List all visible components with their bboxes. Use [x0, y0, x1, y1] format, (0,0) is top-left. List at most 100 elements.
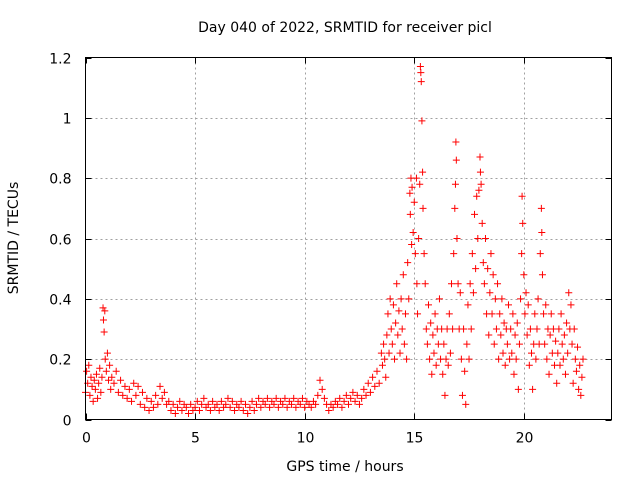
data-point — [296, 400, 304, 408]
data-point — [279, 400, 287, 408]
data-point — [160, 388, 168, 396]
data-point — [518, 250, 526, 258]
data-point — [336, 394, 344, 402]
data-point — [204, 400, 212, 408]
data-point — [515, 340, 523, 348]
data-point — [195, 406, 203, 414]
data-point — [486, 289, 494, 297]
data-point — [439, 370, 447, 378]
data-point — [536, 250, 544, 258]
data-point — [329, 403, 337, 411]
data-point — [577, 391, 585, 399]
data-point — [334, 400, 342, 408]
data-point — [461, 367, 469, 375]
data-point — [400, 340, 408, 348]
data-point — [217, 397, 225, 405]
data-point — [320, 394, 328, 402]
data-point — [440, 340, 448, 348]
data-point — [473, 192, 481, 200]
data-point — [394, 331, 402, 339]
data-point — [547, 310, 555, 318]
data-point — [226, 403, 234, 411]
data-point — [95, 379, 103, 387]
data-point — [191, 403, 199, 411]
data-point — [99, 316, 107, 324]
data-point — [389, 301, 397, 309]
data-point — [522, 289, 530, 297]
data-point — [209, 397, 217, 405]
data-point — [87, 373, 95, 381]
data-point — [444, 361, 452, 369]
data-point — [288, 400, 296, 408]
data-point — [250, 406, 258, 414]
data-point — [476, 168, 484, 176]
data-point — [112, 367, 120, 375]
data-point — [351, 397, 359, 405]
data-point — [228, 397, 236, 405]
data-point — [239, 406, 247, 414]
data-point — [412, 174, 420, 182]
data-point — [560, 331, 568, 339]
data-point — [380, 340, 388, 348]
data-point — [435, 295, 443, 303]
data-point — [526, 325, 534, 333]
data-point — [533, 325, 541, 333]
data-point — [290, 394, 298, 402]
data-point — [514, 385, 522, 393]
data-point — [373, 367, 381, 375]
data-point — [468, 250, 476, 258]
data-point — [534, 295, 542, 303]
data-point — [399, 271, 407, 279]
data-point — [477, 180, 485, 188]
data-point — [424, 301, 432, 309]
data-point — [410, 198, 418, 206]
data-point — [490, 340, 498, 348]
data-point — [481, 235, 489, 242]
data-point — [266, 403, 274, 411]
data-point — [575, 385, 583, 393]
data-point — [377, 349, 385, 357]
data-point — [114, 388, 122, 396]
data-point — [513, 319, 521, 327]
data-point — [138, 388, 146, 396]
data-point — [101, 307, 109, 315]
data-point — [387, 325, 395, 333]
data-point — [96, 364, 104, 372]
data-point — [316, 376, 324, 384]
data-point — [476, 153, 484, 161]
data-point — [158, 394, 166, 402]
data-point — [418, 117, 426, 125]
data-point — [281, 394, 289, 402]
data-point — [487, 250, 495, 258]
data-point — [579, 355, 587, 363]
data-point — [156, 382, 164, 390]
y-tick-label: 0.4 — [49, 293, 71, 309]
data-point — [91, 385, 99, 393]
chart-title: Day 040 of 2022, SRMTID for receiver pic… — [198, 20, 492, 36]
data-point — [525, 361, 533, 369]
data-point — [185, 409, 193, 417]
data-point — [480, 280, 488, 288]
data-point — [362, 391, 370, 399]
x-tick-label: 20 — [516, 431, 534, 447]
data-point — [506, 355, 514, 363]
data-point — [406, 210, 414, 218]
data-point — [553, 379, 561, 387]
data-point — [538, 228, 546, 236]
data-point — [392, 319, 400, 327]
data-point — [431, 310, 439, 318]
data-point — [541, 340, 549, 348]
data-point — [154, 400, 162, 408]
data-point — [360, 385, 368, 393]
data-point — [237, 397, 245, 405]
y-axis-label: SRMTID / TECUs — [6, 182, 22, 295]
data-point — [403, 355, 411, 363]
data-point — [497, 331, 505, 339]
data-point — [169, 400, 177, 408]
data-point — [198, 400, 206, 408]
y-tick-label: 1.2 — [49, 52, 71, 68]
data-point — [555, 325, 563, 333]
data-point — [358, 394, 366, 402]
data-point — [338, 403, 346, 411]
